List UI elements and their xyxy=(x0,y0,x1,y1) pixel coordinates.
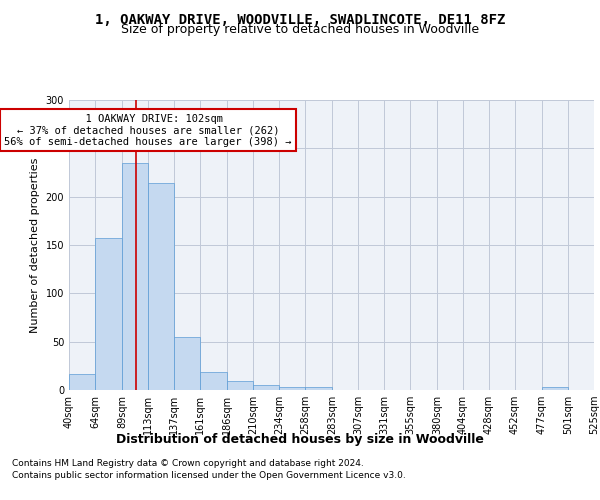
Bar xyxy=(542,387,568,390)
Bar xyxy=(305,387,332,390)
Bar xyxy=(279,387,305,390)
Y-axis label: Number of detached properties: Number of detached properties xyxy=(30,158,40,332)
Text: Contains HM Land Registry data © Crown copyright and database right 2024.: Contains HM Land Registry data © Crown c… xyxy=(12,458,364,468)
Bar xyxy=(227,382,253,390)
Bar xyxy=(95,238,122,390)
Text: Distribution of detached houses by size in Woodville: Distribution of detached houses by size … xyxy=(116,432,484,446)
Bar xyxy=(148,183,174,390)
Text: 1 OAKWAY DRIVE: 102sqm
← 37% of detached houses are smaller (262)
56% of semi-de: 1 OAKWAY DRIVE: 102sqm ← 37% of detached… xyxy=(4,114,292,146)
Bar xyxy=(69,374,95,390)
Text: Size of property relative to detached houses in Woodville: Size of property relative to detached ho… xyxy=(121,24,479,36)
Bar xyxy=(122,163,148,390)
Text: Contains public sector information licensed under the Open Government Licence v3: Contains public sector information licen… xyxy=(12,471,406,480)
Bar xyxy=(200,372,227,390)
Text: 1, OAKWAY DRIVE, WOODVILLE, SWADLINCOTE, DE11 8FZ: 1, OAKWAY DRIVE, WOODVILLE, SWADLINCOTE,… xyxy=(95,12,505,26)
Bar xyxy=(253,385,279,390)
Bar xyxy=(174,337,200,390)
